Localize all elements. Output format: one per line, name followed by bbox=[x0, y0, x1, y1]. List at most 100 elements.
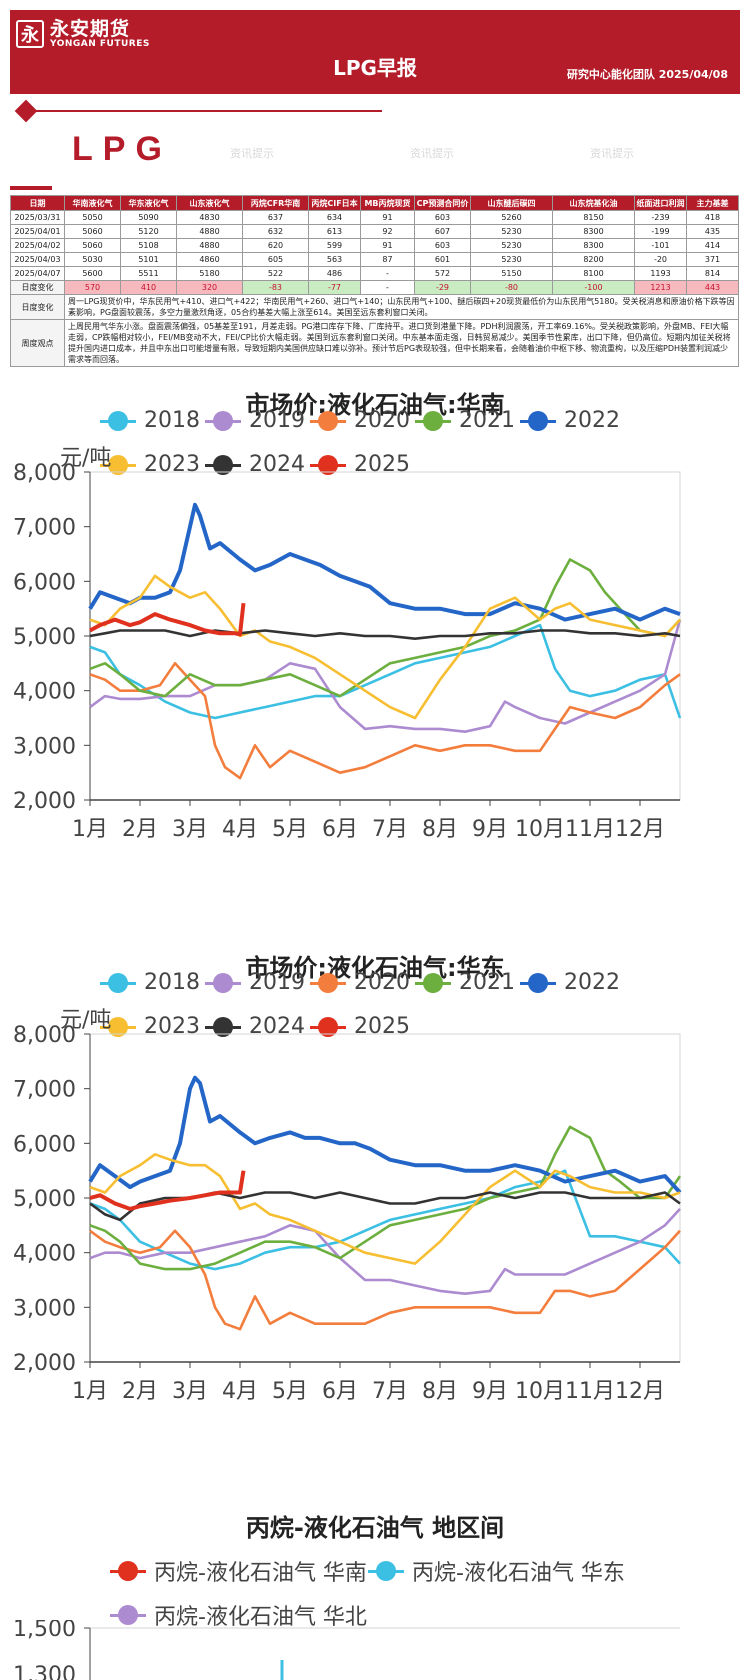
value-cell: 5090 bbox=[120, 210, 177, 225]
value-cell: 414 bbox=[686, 238, 739, 253]
legend-marker-icon bbox=[310, 454, 346, 476]
change-cell: - bbox=[360, 280, 415, 295]
x-tick-label: 6月 bbox=[322, 1379, 358, 1404]
legend-item[interactable]: 2025 bbox=[310, 452, 410, 477]
value-cell: 4880 bbox=[176, 238, 243, 253]
x-tick-label: 2月 bbox=[122, 817, 158, 842]
legend-label: 2023 bbox=[144, 1014, 200, 1039]
legend-item[interactable]: 2018 bbox=[100, 408, 200, 433]
change-cell: 443 bbox=[686, 280, 739, 295]
x-tick-label: 8月 bbox=[422, 1379, 458, 1404]
col-header: 华南液化气 bbox=[64, 195, 121, 211]
x-tick-label: 6月 bbox=[322, 817, 358, 842]
x-tick-label: 11月 bbox=[565, 1379, 615, 1404]
change-cell: 570 bbox=[64, 280, 121, 295]
y-tick-label: 7,000 bbox=[13, 1078, 76, 1103]
legend-item[interactable]: 2022 bbox=[520, 970, 620, 995]
legend-marker-icon bbox=[100, 1016, 136, 1038]
price-table: 日期 华南液化气 华东液化气 山东液化气 丙烷CFR华南 丙烷CIF日本 MB丙… bbox=[10, 195, 739, 367]
legend-item[interactable]: 2018 bbox=[100, 970, 200, 995]
report-subtitle: 研究中心能化团队 2025/04/08 bbox=[566, 68, 728, 81]
legend-item[interactable]: 2024 bbox=[205, 1014, 305, 1039]
chart-legend-spread: 丙烷-液化石油气 华南 丙烷-液化石油气 华东 丙烷-液化石油气 华北 bbox=[110, 1555, 710, 1635]
value-cell: 1193 bbox=[634, 266, 687, 281]
y-tick-label: 1,300 bbox=[13, 1663, 76, 1680]
col-header: 山东烷基化油 bbox=[552, 195, 635, 211]
legend-label: 2021 bbox=[459, 408, 515, 433]
x-tick-label: 7月 bbox=[372, 1379, 408, 1404]
legend-label: 2022 bbox=[564, 970, 620, 995]
value-cell: 87 bbox=[360, 252, 415, 267]
legend-marker-icon bbox=[415, 972, 451, 994]
legend-item[interactable]: 2020 bbox=[310, 408, 410, 433]
series-line-2021 bbox=[89, 1125, 682, 1271]
change-cell: 410 bbox=[120, 280, 177, 295]
value-cell: 5600 bbox=[64, 266, 121, 281]
legend-marker-icon bbox=[310, 972, 346, 994]
value-cell: 620 bbox=[242, 238, 309, 253]
table-row: 2025/04/01 5060 5120 4880 632 613 92 607 5230 830… bbox=[10, 224, 739, 239]
legend-item[interactable]: 2023 bbox=[100, 452, 200, 477]
series-line-2023 bbox=[89, 1153, 681, 1265]
value-cell: 563 bbox=[308, 252, 361, 267]
change-cell: -100 bbox=[552, 280, 635, 295]
series-line-2025 bbox=[89, 602, 246, 637]
legend-label: 2025 bbox=[354, 1014, 410, 1039]
logo-cn-text: 永安期货 bbox=[50, 17, 131, 40]
col-header: 山东醚后碳四 bbox=[470, 195, 553, 211]
line-chart-east: 2,000 3,000 4,000 5,000 6,000 7,000 8,000 1月 2月 3… bbox=[13, 1023, 682, 1404]
x-tick-label: 1月 bbox=[72, 817, 108, 842]
change-cell: -80 bbox=[470, 280, 553, 295]
y-tick-label: 4,000 bbox=[13, 1242, 76, 1267]
legend-item[interactable]: 丙烷-液化石油气 华北 bbox=[110, 1599, 367, 1631]
watermark: 资讯提示 bbox=[410, 147, 454, 160]
value-cell: 4830 bbox=[176, 210, 243, 225]
legend-item[interactable]: 2025 bbox=[310, 1014, 410, 1039]
y-tick-label: 3,000 bbox=[13, 1296, 76, 1321]
legend-item[interactable]: 2024 bbox=[205, 452, 305, 477]
value-cell: 5108 bbox=[120, 238, 177, 253]
legend-label: 2018 bbox=[144, 408, 200, 433]
table-row: 2025/04/07 5600 5511 5180 522 486-572 5150 8100… bbox=[10, 266, 739, 281]
value-cell: 4880 bbox=[176, 224, 243, 239]
legend-label: 2020 bbox=[354, 408, 410, 433]
table-row: 2025/04/03 5030 5101 4860 605 563 87 601 5230 820… bbox=[10, 252, 739, 267]
value-cell: 637 bbox=[242, 210, 309, 225]
legend-item[interactable]: 2019 bbox=[205, 408, 305, 433]
x-tick-label: 1月 bbox=[72, 1379, 108, 1404]
col-header: 山东液化气 bbox=[176, 195, 243, 211]
value-cell: 814 bbox=[686, 266, 739, 281]
chart-title-spread: 丙烷-液化石油气 地区间 bbox=[245, 1514, 505, 1542]
value-cell: 8100 bbox=[552, 266, 635, 281]
value-cell: -199 bbox=[634, 224, 687, 239]
series-line-2021 bbox=[89, 558, 681, 698]
legend-item[interactable]: 2021 bbox=[415, 408, 515, 433]
value-cell: 91 bbox=[360, 210, 415, 225]
logo-en-text: YONGAN FUTURES bbox=[50, 38, 150, 49]
series-line-2024 bbox=[89, 629, 681, 640]
y-tick-label: 8,000 bbox=[13, 1023, 76, 1048]
legend-item[interactable]: 2021 bbox=[415, 970, 515, 995]
legend-item[interactable]: 丙烷-液化石油气 华南 bbox=[110, 1555, 367, 1587]
x-tick-label: 9月 bbox=[472, 1379, 508, 1404]
daily-change-row: 日度变化 570 410 320 -83 -77 - -29 -80 -100 … bbox=[10, 280, 739, 295]
value-cell: 5030 bbox=[64, 252, 121, 267]
x-tick-label: 4月 bbox=[222, 1379, 258, 1404]
date-cell: 2025/04/07 bbox=[10, 266, 65, 281]
legend-item[interactable]: 2020 bbox=[310, 970, 410, 995]
date-cell: 2025/03/31 bbox=[10, 210, 65, 225]
change-cell: -29 bbox=[414, 280, 471, 295]
legend-item[interactable]: 丙烷-液化石油气 华东 bbox=[368, 1555, 625, 1587]
col-header: CP预测合同价 bbox=[414, 195, 471, 211]
value-cell: 486 bbox=[308, 266, 361, 281]
series-line-2022 bbox=[88, 502, 681, 622]
value-cell: 5180 bbox=[176, 266, 243, 281]
x-tick-label: 2月 bbox=[122, 1379, 158, 1404]
legend-item[interactable]: 2023 bbox=[100, 1014, 200, 1039]
chart-title-south: 市场价:液化石油气:华南 bbox=[245, 391, 505, 419]
legend-item[interactable]: 2019 bbox=[205, 970, 305, 995]
value-cell: -20 bbox=[634, 252, 687, 267]
x-tick-label: 5月 bbox=[272, 1379, 308, 1404]
legend-item[interactable]: 2022 bbox=[520, 408, 620, 433]
report-title: LPG早报 bbox=[333, 56, 417, 80]
